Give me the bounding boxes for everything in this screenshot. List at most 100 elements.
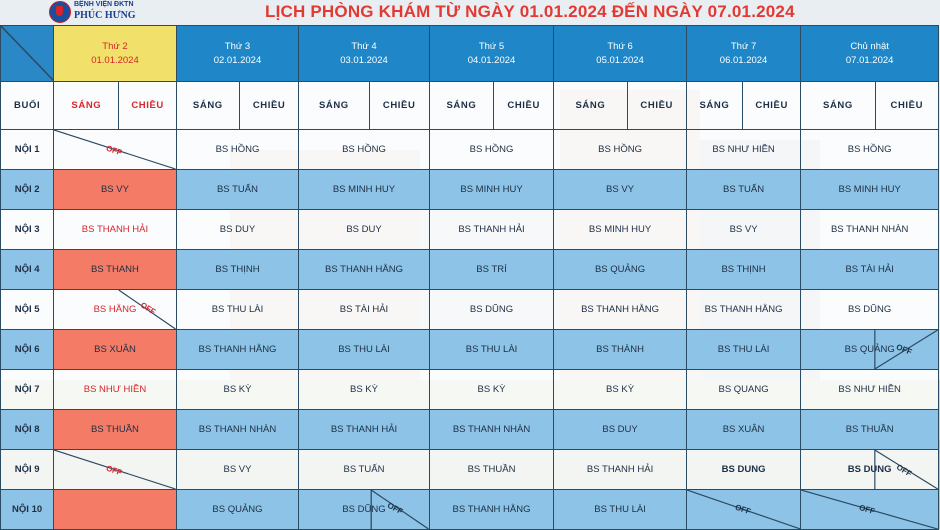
session-sang: SÁNG [685, 81, 744, 130]
day-label: Thứ 7 [730, 40, 757, 52]
schedule-cell: BS THU LÀI [298, 329, 430, 370]
room-label: NỘI 7 [0, 369, 55, 410]
split-cell: BS DUNG OFF [800, 449, 939, 490]
day-header-thu7: Thứ 7 06.01.2024 [685, 25, 802, 82]
day-date: 01.01.2024 [91, 54, 139, 66]
split-cell: BS HẰNG OFF [53, 289, 177, 330]
day-date: 06.01.2024 [719, 54, 768, 66]
schedule-cell: BS XUÂN [53, 329, 177, 370]
empty-cell [53, 489, 177, 530]
schedule-cell: BS THANH HẢI [53, 209, 177, 250]
table-row: NỘI 8 BS THUẦN BS THANH NHÀN BS THANH HẢ… [0, 409, 939, 450]
table-row: NỘI 7 BS NHƯ HIỀN BS KỲ BS KỲ BS KỲ BS K… [0, 369, 939, 410]
schedule-cell: BS KỲ [428, 369, 555, 410]
schedule-cell: BS THANH NHÀN [800, 209, 939, 250]
hospital-name-line1: BỆNH VIỆN ĐKTN [74, 1, 134, 8]
schedule-cell: BS TÀI HẢI [298, 289, 430, 330]
schedule-cell: BS DUNG [685, 449, 802, 490]
schedule-cell: BS TRÍ [428, 249, 555, 290]
schedule-cell: BS THUẦN [428, 449, 555, 490]
schedule-cell: BS HỒNG [800, 129, 939, 170]
header: BỆNH VIỆN ĐKTN PHÚC HƯNG LỊCH PHÒNG KHÁM… [0, 0, 940, 26]
schedule-cell: BS VY [685, 209, 802, 250]
day-header-thu4: Thứ 4 03.01.2024 [298, 25, 430, 82]
off-cell: OFF [53, 449, 177, 490]
schedule-cell: BS HỒNG [298, 129, 430, 170]
table-row: NỘI 3 BS THANH HẢI BS DUY BS DUY BS THAN… [0, 209, 939, 250]
hospital-logo: BỆNH VIỆN ĐKTN PHÚC HƯNG [46, 0, 176, 24]
schedule-cell: BS TÀI HẢI [800, 249, 939, 290]
diagonal-divider [370, 490, 429, 529]
schedule-cell: BS NHƯ HIỀN [685, 129, 802, 170]
schedule-cell: BS THÀNH [553, 329, 687, 370]
schedule-cell: BS THANH HẰNG [175, 329, 300, 370]
schedule-cell: BS DŨNG [428, 289, 555, 330]
day-date: 03.01.2024 [340, 54, 388, 66]
day-date: 07.01.2024 [845, 54, 894, 66]
room-label: NỘI 4 [0, 249, 55, 290]
schedule-cell: BS DUY [298, 209, 430, 250]
page-title: LỊCH PHÒNG KHÁM TỪ NGÀY 01.01.2024 ĐẾN N… [265, 2, 795, 21]
session-sang: SÁNG [175, 81, 240, 130]
day-label: Chủ nhật [850, 40, 889, 52]
schedule-cell: BS KỲ [298, 369, 430, 410]
schedule-cell: BS THANH HẰNG [428, 489, 555, 530]
session-chieu: CHIỀU [874, 81, 940, 130]
room-label: NỘI 2 [0, 169, 55, 210]
session-sang: SÁNG [800, 81, 876, 130]
hospital-seal-icon [49, 1, 71, 23]
session-chieu: CHIỀU [118, 81, 177, 130]
doctor-name: BS QUẢNG [844, 344, 895, 355]
schedule-cell: BS KỲ [175, 369, 300, 410]
schedule-cell: BS KỲ [553, 369, 687, 410]
session-sang: SÁNG [53, 81, 120, 130]
day-header-thu5: Thứ 5 04.01.2024 [428, 25, 555, 82]
schedule-cell: BS MINH HUY [553, 209, 687, 250]
session-chieu: CHIỀU [368, 81, 430, 130]
off-cell: OFF [53, 129, 177, 170]
doctor-name: BS DUNG [847, 464, 892, 475]
schedule-cell: BS TUẤN [298, 449, 430, 490]
session-chieu: CHIỀU [238, 81, 300, 130]
day-label: Thứ 3 [224, 40, 251, 52]
schedule-cell: BS TUẤN [175, 169, 300, 210]
schedule-cell: BS THUẦN [53, 409, 177, 450]
table-row: NỘI 4 BS THANH BS THỊNH BS THANH HẰNG BS… [0, 249, 939, 290]
schedule-cell: BS QUẢNG [175, 489, 300, 530]
day-label: Thứ 2 [102, 40, 128, 52]
schedule-cell: BS DŨNG [800, 289, 939, 330]
schedule-cell: BS THU LÀI [685, 329, 802, 370]
diagonal-divider [687, 490, 800, 529]
off-cell: OFF [800, 489, 939, 530]
day-header-thu2: Thứ 2 01.01.2024 [53, 25, 177, 82]
diagonal-divider [118, 290, 176, 329]
room-label: NỘI 1 [0, 129, 55, 170]
day-header-thu6: Thứ 6 05.01.2024 [553, 25, 687, 82]
schedule-cell: BS THANH NHÀN [428, 409, 555, 450]
diagonal-divider [801, 490, 938, 529]
session-sang: SÁNG [428, 81, 495, 130]
table-row: NỘI 9 OFF BS VY BS TUẤN BS THUẦN BS THAN… [0, 449, 939, 490]
split-cell: BS DŨNG OFF [298, 489, 430, 530]
schedule-cell: BS THANH HẰNG [685, 289, 802, 330]
schedule-cell: BS DUY [553, 409, 687, 450]
diagonal-divider [874, 330, 938, 369]
schedule-cell: BS THU LÀI [175, 289, 300, 330]
room-label: NỘI 10 [0, 489, 55, 530]
day-date: 02.01.2024 [213, 54, 262, 66]
table-row: NỘI 5 BS HẰNG OFF BS THU LÀI BS TÀI HẢI … [0, 289, 939, 330]
diagonal-divider [54, 130, 176, 169]
day-header-row: Thứ 2 01.01.2024 Thứ 3 02.01.2024 Thứ 4 03.… [0, 25, 939, 82]
table-row: NỘI 2 BS VY BS TUẤN BS MINH HUY BS MINH … [0, 169, 939, 210]
session-sang: SÁNG [553, 81, 628, 130]
corner-cell [0, 25, 55, 82]
schedule-cell: BS HỒNG [428, 129, 555, 170]
schedule-cell: BS NHƯ HIỀN [800, 369, 939, 410]
diagonal-divider [54, 450, 176, 489]
schedule-cell: BS THUẦN [800, 409, 939, 450]
schedule-cell: BS THANH HẢI [553, 449, 687, 490]
schedule-cell: BS TUẤN [685, 169, 802, 210]
schedule-cell: BS QUẢNG [553, 249, 687, 290]
schedule-cell: BS HỒNG [553, 129, 687, 170]
schedule-cell: BS THANH HẢI [428, 209, 555, 250]
